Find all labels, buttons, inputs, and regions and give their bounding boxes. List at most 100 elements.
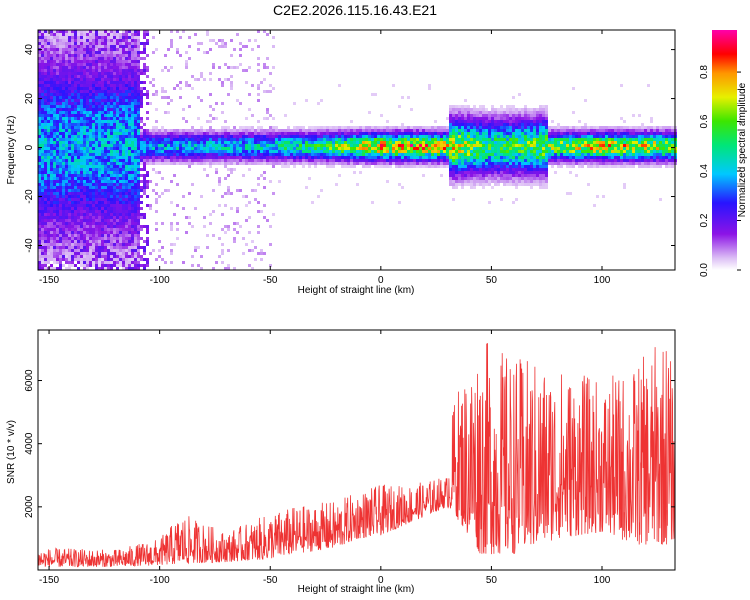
heatmap-cell [245,243,248,246]
heatmap-cell [251,162,254,165]
heatmap-cell [41,69,44,72]
heatmap-cell [227,189,230,192]
heatmap-cell [227,141,230,144]
heatmap-cell [131,177,134,180]
heatmap-cell [326,165,329,168]
heatmap-cell [473,183,476,186]
heatmap-cell [83,258,86,261]
heatmap-cell [179,135,182,138]
heatmap-cell [497,138,500,141]
heatmap-cell [83,222,86,225]
heatmap-cell [437,135,440,138]
heatmap-cell [47,114,50,117]
heatmap-cell [488,132,491,135]
heatmap-cell [65,78,68,81]
heatmap-cell [59,111,62,114]
heatmap-cell [44,87,47,90]
heatmap-cell [437,156,440,159]
heatmap-cell [38,213,41,216]
heatmap-cell [464,135,467,138]
heatmap-cell [137,171,140,174]
heatmap-cell [62,117,65,120]
heatmap-cell [263,90,266,93]
heatmap-cell [131,246,134,249]
heatmap-cell [128,90,131,93]
heatmap-cell [485,111,488,114]
heatmap-cell [74,102,77,105]
heatmap-cell [380,165,383,168]
heatmap-cell [140,87,143,90]
heatmap-cell [86,147,89,150]
heatmap-cell [110,204,113,207]
heatmap-cell [209,126,212,129]
heatmap-cell [266,117,269,120]
heatmap-cell [134,204,137,207]
heatmap-cell [71,258,74,261]
heatmap-cell [68,213,71,216]
heatmap-cell [422,159,425,162]
heatmap-cell [74,222,77,225]
heatmap-cell [329,147,332,150]
heatmap-cell [59,72,62,75]
heatmap-cell [245,141,248,144]
heatmap-cell [281,144,284,147]
heatmap-cell [140,99,143,102]
heatmap-cell [65,240,68,243]
heatmap-cell [113,165,116,168]
heatmap-cell [284,147,287,150]
heatmap-cell [137,108,140,111]
heatmap-cell [47,63,50,66]
heatmap-cell [263,138,266,141]
heatmap-cell [458,126,461,129]
heatmap-cell [101,135,104,138]
heatmap-cell [131,243,134,246]
heatmap-cell [134,165,137,168]
heatmap-cell [428,147,431,150]
heatmap-cell [125,243,128,246]
heatmap-cell [59,186,62,189]
heatmap-cell [83,69,86,72]
heatmap-cell [398,147,401,150]
heatmap-cell [47,132,50,135]
heatmap-cell [101,204,104,207]
heatmap-cell [488,171,491,174]
heatmap-cell [86,141,89,144]
heatmap-cell [308,129,311,132]
heatmap-cell [161,69,164,72]
heatmap-cell [311,135,314,138]
heatmap-cell [293,162,296,165]
heatmap-cell [266,144,269,147]
heatmap-cell [440,150,443,153]
heatmap-cell [314,159,317,162]
heatmap-cell [443,138,446,141]
heatmap-cell [302,138,305,141]
heatmap-cell [176,135,179,138]
heatmap-cell [380,159,383,162]
heatmap-cell [68,186,71,189]
heatmap-cell [59,150,62,153]
heatmap-cell [83,228,86,231]
heatmap-cell [266,150,269,153]
heatmap-cell [260,144,263,147]
heatmap-cell [56,57,59,60]
heatmap-cell [83,234,86,237]
heatmap-cell [377,162,380,165]
heatmap-cell [398,156,401,159]
heatmap-cell [77,120,80,123]
heatmap-cell [80,171,83,174]
heatmap-cell [158,153,161,156]
heatmap-cell [431,150,434,153]
heatmap-cell [77,246,80,249]
heatmap-cell [131,75,134,78]
heatmap-cell [413,162,416,165]
heatmap-cell [257,99,260,102]
heatmap-cell [146,261,149,264]
heatmap-cell [74,201,77,204]
heatmap-cell [131,240,134,243]
heatmap-cell [98,186,101,189]
heatmap-cell [269,135,272,138]
heatmap-cell [89,228,92,231]
heatmap-cell [479,120,482,123]
heatmap-cell [83,189,86,192]
heatmap-cell [242,126,245,129]
